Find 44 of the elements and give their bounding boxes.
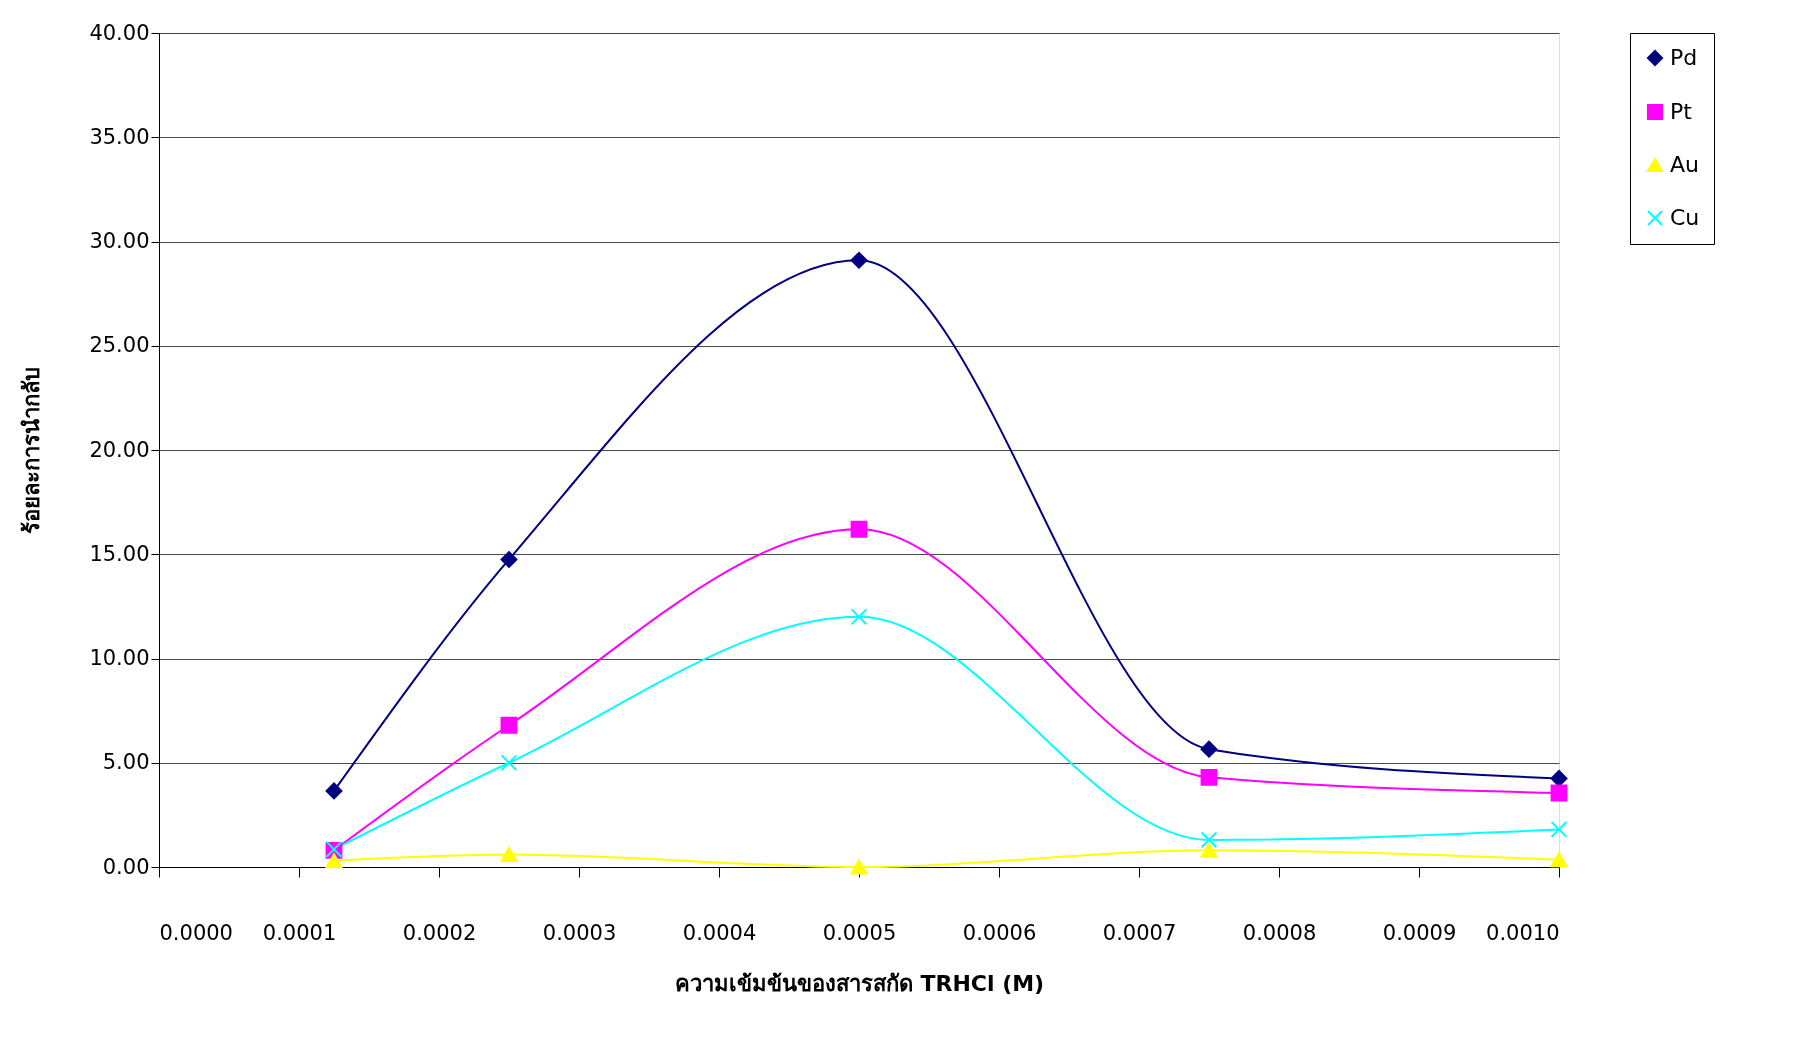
y-tick-label: 0.00 <box>102 854 150 879</box>
y-tick-label: 35.00 <box>89 124 150 149</box>
point <box>850 608 868 626</box>
x-tick-label: 0.0005 <box>822 920 897 945</box>
y-tick-label: 10.00 <box>89 646 150 670</box>
y-tick-label: 20.00 <box>89 437 150 462</box>
x-tick-label: 0.0002 <box>402 920 477 945</box>
point <box>1200 831 1218 849</box>
point <box>850 859 868 875</box>
y-tick-label: 25.00 <box>89 333 150 358</box>
point <box>1550 852 1568 868</box>
point <box>850 520 868 538</box>
point <box>325 853 343 869</box>
point <box>1200 842 1218 858</box>
x-tick-label: 0.0001 <box>262 920 337 945</box>
x-tick-label: 0.0000 <box>159 920 233 945</box>
legend-label: Cu <box>1670 205 1700 230</box>
point <box>850 251 868 269</box>
point <box>500 847 518 862</box>
y-axis-title: ร้อยละการนำกลับ <box>19 367 45 534</box>
point <box>325 782 343 800</box>
x-tick-label: 0.0009 <box>1382 920 1457 945</box>
legend-label: Pt <box>1670 99 1693 124</box>
y-tick-label: 5.00 <box>102 750 150 775</box>
x-tick-label: 0.0006 <box>962 920 1037 945</box>
x-tick-label: 0.0004 <box>682 920 757 945</box>
x-tick-label: 0.0007 <box>1102 920 1177 945</box>
point <box>500 716 518 734</box>
x-tick-label: 0.0003 <box>542 920 617 945</box>
point <box>1550 784 1568 802</box>
point <box>500 551 518 568</box>
point <box>1550 769 1568 787</box>
point <box>500 754 518 772</box>
point <box>1550 821 1568 838</box>
x-axis-title: ความเข้มข้นของสารสกัด TRHCl (M) <box>674 970 1045 996</box>
y-tick-label: 30.00 <box>89 229 150 253</box>
point <box>1200 740 1218 758</box>
point <box>1200 768 1218 786</box>
x-tick-label: 0.0008 <box>1242 920 1317 945</box>
y-tick-label: 40.00 <box>89 20 150 45</box>
legend-label: Pd <box>1670 45 1698 70</box>
legend-label: Au <box>1670 152 1699 177</box>
x-tick-label: 0.0010 <box>1486 920 1560 945</box>
y-tick-label: 15.00 <box>89 541 150 566</box>
